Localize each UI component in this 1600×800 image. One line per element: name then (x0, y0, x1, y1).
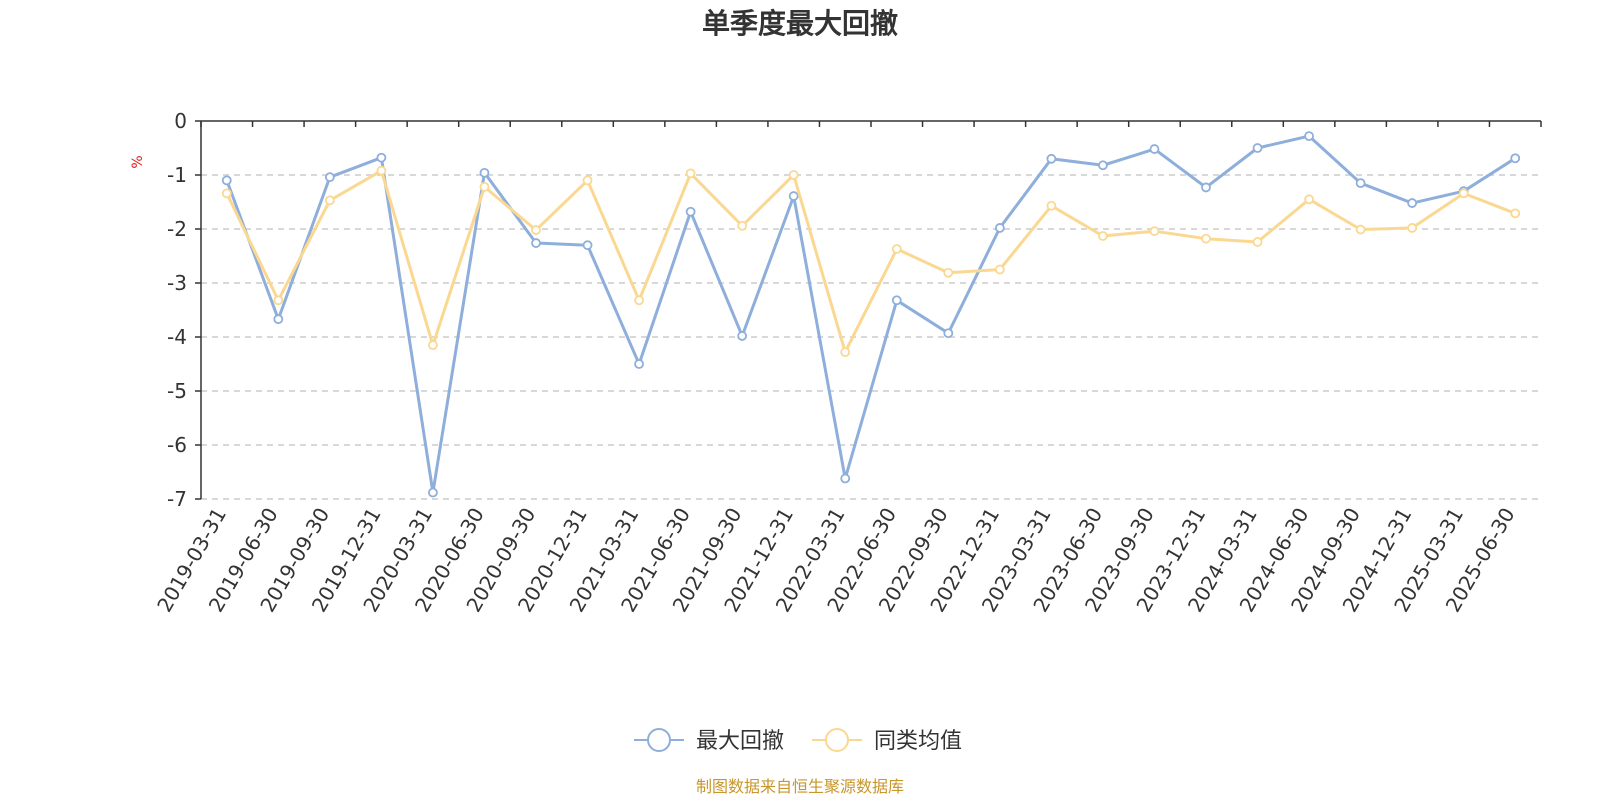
series-group (221, 131, 1521, 498)
data-point[interactable] (1407, 223, 1418, 233)
legend-circle-icon (825, 728, 849, 752)
y-tick-label: -4 (167, 325, 187, 349)
data-point[interactable] (1355, 178, 1366, 189)
data-point[interactable] (737, 220, 748, 231)
data-point[interactable] (1046, 153, 1057, 164)
grid-lines (201, 174, 1541, 500)
y-tick-label: -1 (167, 163, 187, 187)
data-point[interactable] (1252, 143, 1263, 153)
source-note: 制图数据来自恒生聚源数据库 (696, 777, 904, 796)
data-point[interactable] (1046, 200, 1057, 211)
axes (200, 120, 1541, 499)
data-point[interactable] (1304, 131, 1314, 142)
data-point[interactable] (324, 195, 335, 206)
data-point[interactable] (221, 175, 232, 186)
series-line (225, 134, 1517, 494)
data-point[interactable] (1149, 144, 1160, 154)
data-point[interactable] (840, 347, 851, 358)
series-line (225, 169, 1516, 354)
data-point[interactable] (1098, 160, 1108, 171)
legend-item[interactable]: 最大回撤 (634, 728, 784, 754)
data-point[interactable] (1458, 188, 1469, 199)
y-tick-label: -5 (167, 379, 187, 403)
data-point[interactable] (531, 225, 541, 235)
data-point[interactable] (1510, 208, 1521, 219)
data-point[interactable] (1304, 194, 1314, 205)
y-tick-label: -2 (167, 217, 187, 241)
series-1 (221, 131, 1521, 498)
data-point[interactable] (479, 181, 490, 192)
data-point[interactable] (1201, 233, 1211, 244)
data-point[interactable] (273, 295, 284, 306)
data-point[interactable] (1355, 224, 1366, 235)
series-2 (221, 165, 1521, 358)
y-axis-unit: % (130, 155, 146, 168)
data-point[interactable] (221, 188, 232, 199)
data-point[interactable] (685, 206, 696, 217)
data-point[interactable] (273, 314, 284, 325)
data-point[interactable] (788, 170, 799, 180)
legend-label: 同类均值 (874, 729, 962, 754)
data-point[interactable] (634, 295, 644, 306)
data-point[interactable] (376, 152, 387, 163)
data-point[interactable] (994, 223, 1005, 233)
data-point[interactable] (1407, 198, 1418, 208)
chart-title: 单季度最大回撤 (702, 7, 898, 40)
data-point[interactable] (428, 340, 438, 351)
legend-item[interactable]: 同类均值 (812, 728, 962, 754)
y-tick-label: 0 (174, 109, 187, 133)
data-point[interactable] (582, 240, 593, 251)
data-point[interactable] (376, 165, 387, 176)
data-point[interactable] (891, 295, 902, 306)
data-point[interactable] (634, 359, 644, 369)
data-point[interactable] (324, 172, 335, 183)
legend-label: 最大回撤 (696, 729, 784, 754)
x-axis-ticks: 2019-03-312019-06-302019-09-302019-12-31… (152, 121, 1542, 616)
data-point[interactable] (788, 191, 799, 201)
data-point[interactable] (737, 331, 748, 341)
data-point[interactable] (1252, 237, 1263, 247)
data-point[interactable] (994, 264, 1005, 275)
y-axis-ticks: 0 -1 -2 -3 -4 -5 -6 -7 (167, 109, 201, 511)
data-point[interactable] (1201, 182, 1211, 193)
data-point[interactable] (479, 167, 490, 178)
data-point[interactable] (428, 487, 438, 498)
data-point[interactable] (1149, 226, 1160, 237)
data-point[interactable] (943, 328, 954, 339)
data-point[interactable] (891, 244, 902, 254)
data-point[interactable] (582, 175, 593, 186)
legend[interactable]: 最大回撤 同类均值 (634, 728, 962, 754)
legend-circle-icon (647, 728, 671, 752)
data-point[interactable] (1098, 231, 1108, 241)
y-tick-label: -6 (167, 433, 187, 457)
data-point[interactable] (943, 267, 954, 278)
data-point[interactable] (531, 238, 541, 248)
y-tick-label: -3 (167, 271, 187, 295)
data-point[interactable] (1510, 153, 1521, 164)
data-point[interactable] (840, 473, 851, 484)
y-tick-label: -7 (167, 487, 187, 511)
data-point[interactable] (685, 168, 696, 179)
